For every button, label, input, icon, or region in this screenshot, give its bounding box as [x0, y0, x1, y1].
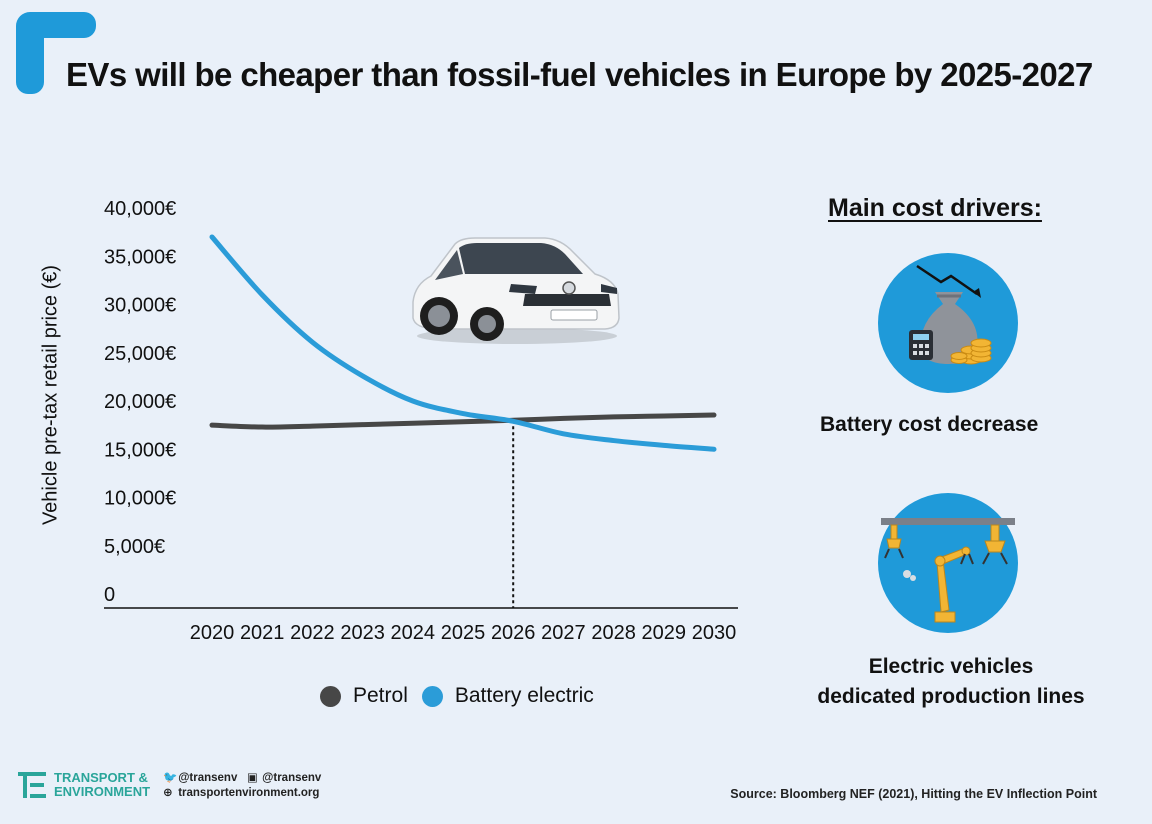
- x-tick-label: 2023: [340, 622, 385, 644]
- x-tick-label: 2026: [491, 622, 536, 644]
- y-tick-label: 25,000€: [104, 343, 176, 365]
- legend-dot-electric: [421, 685, 443, 707]
- x-tick-label: 2030: [692, 622, 737, 644]
- facebook-handle[interactable]: @transenv: [262, 772, 322, 784]
- x-tick-label: 2025: [441, 622, 486, 644]
- y-tick-label: 35,000€: [104, 246, 176, 268]
- driver-label-production: Electric vehicles dedicated production l…: [806, 652, 1096, 712]
- te-logo: TRANSPORT & ENVIRONMENT: [18, 770, 150, 800]
- twitter-icon: 🐦: [163, 772, 178, 784]
- page-title: EVs will be cheaper than fossil-fuel veh…: [66, 56, 1093, 93]
- driver-label-production-line2: dedicated production lines: [817, 685, 1085, 708]
- x-tick-label: 2029: [642, 622, 687, 644]
- y-tick-label: 0: [104, 584, 115, 606]
- petrol-line: [209, 412, 717, 430]
- twitter-handle[interactable]: @transenv: [178, 772, 238, 784]
- y-tick-label: 10,000€: [104, 488, 176, 510]
- org-name-line2: ENVIRONMENT: [54, 784, 151, 799]
- te-logo-icon: [18, 772, 46, 798]
- money-bag-down-icon: [878, 253, 1018, 393]
- chart-legend: Petrol Battery electric: [320, 684, 608, 708]
- org-name-line1: TRANSPORT &: [54, 770, 148, 785]
- social-links: 🐦 @transenv ▣ @transenv ⊕ transportenvir…: [163, 771, 321, 801]
- x-tick-label: 2028: [591, 622, 636, 644]
- facebook-icon: ▣: [246, 772, 258, 784]
- cost-drivers-heading: Main cost drivers:: [828, 194, 1042, 222]
- y-axis-label: Vehicle pre-tax retail price (€): [39, 264, 62, 526]
- robot-arms-icon: [878, 493, 1018, 633]
- x-tick-label: 2027: [541, 622, 586, 644]
- legend-item-petrol: Petrol: [320, 684, 408, 708]
- corner-bracket-logo: [16, 12, 96, 94]
- driver-label-battery: Battery cost decrease: [820, 413, 1039, 436]
- x-tick-label: 2020: [190, 622, 235, 644]
- globe-icon: ⊕: [163, 787, 173, 799]
- website-link[interactable]: transportenvironment.org: [178, 787, 320, 799]
- legend-label-electric: Battery electric: [454, 684, 594, 707]
- y-tick-label: 15,000€: [104, 439, 176, 461]
- y-tick-label: 40,000€: [104, 198, 176, 220]
- driver-label-production-line1: Electric vehicles: [868, 655, 1034, 678]
- legend-item-electric: Battery electric: [421, 684, 594, 708]
- y-tick-label: 5,000€: [104, 536, 165, 558]
- x-tick-label: 2024: [391, 622, 436, 644]
- battery-electric-line: [209, 234, 717, 452]
- y-tick-label: 30,000€: [104, 295, 176, 317]
- y-tick-label: 20,000€: [104, 391, 176, 413]
- car-image: [412, 237, 620, 344]
- x-tick-label: 2022: [290, 622, 335, 644]
- source-note: Source: Bloomberg NEF (2021), Hitting th…: [730, 787, 1097, 801]
- x-tick-label: 2021: [240, 622, 285, 644]
- legend-dot-petrol: [320, 685, 341, 707]
- legend-label-petrol: Petrol: [353, 684, 408, 707]
